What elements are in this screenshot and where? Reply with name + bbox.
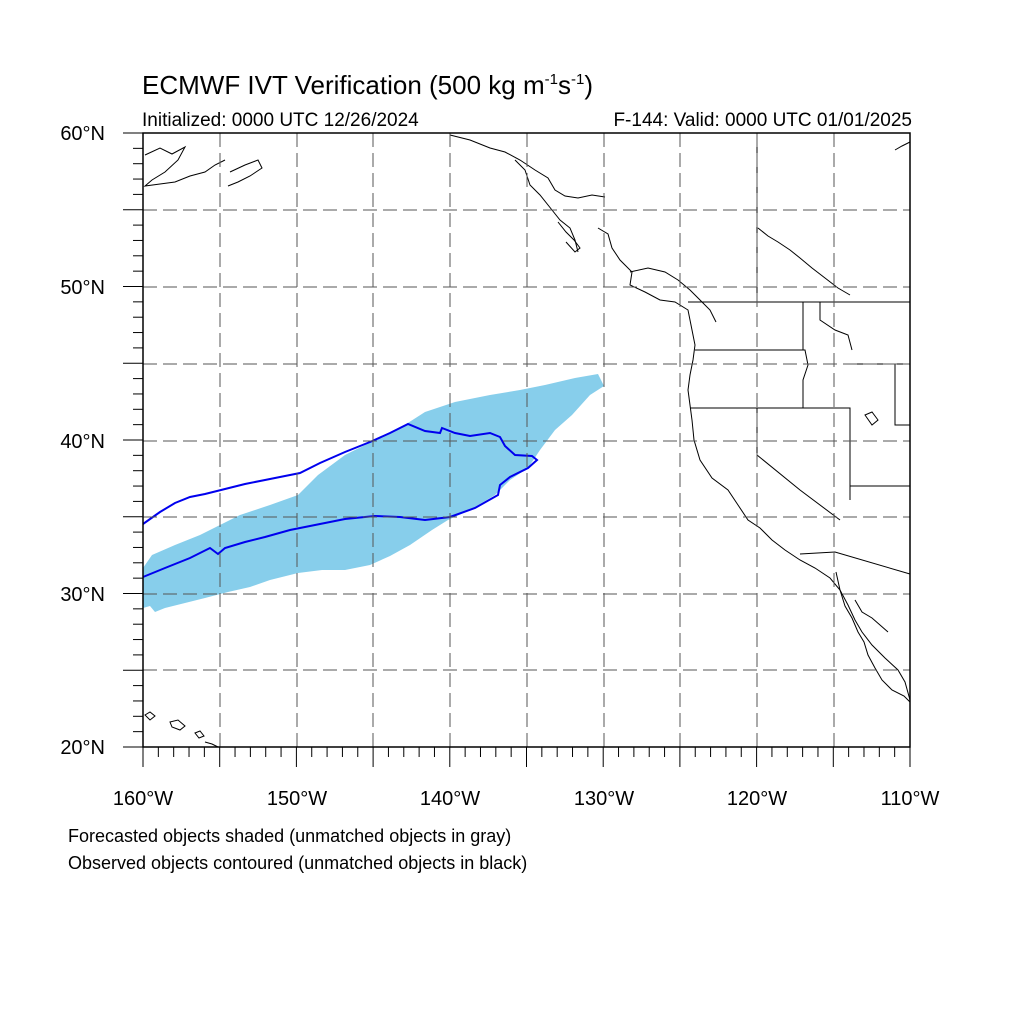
lon-label-130w: 130°W — [574, 788, 634, 810]
lon-label-150w: 150°W — [267, 788, 327, 810]
axis-ticks — [123, 132, 911, 767]
observed-object-contour — [142, 422, 539, 578]
valid-label: F-144: Valid: 0000 UTC 01/01/2025 — [613, 110, 912, 131]
lat-label-60: 60°N — [60, 123, 105, 145]
gridlines — [143, 133, 910, 747]
lon-label-140w: 140°W — [420, 788, 480, 810]
lat-label-40: 40°N — [60, 431, 105, 453]
lat-label-50: 50°N — [60, 277, 105, 299]
lon-label-110w: 110°W — [881, 788, 940, 810]
lat-label-30: 30°N — [60, 584, 105, 606]
initialized-label: Initialized: 0000 UTC 12/26/2024 — [142, 110, 419, 131]
observed-note: Observed objects contoured (unmatched ob… — [68, 853, 528, 873]
lon-label-120w: 120°W — [727, 788, 787, 810]
lon-label-160w: 160°W — [113, 788, 173, 810]
forecast-note: Forecasted objects shaded (unmatched obj… — [68, 826, 512, 846]
lat-label-20: 20°N — [60, 737, 105, 759]
map-title: ECMWF IVT Verification (500 kg m-1s-1) — [142, 70, 593, 100]
state-borders — [688, 135, 911, 575]
